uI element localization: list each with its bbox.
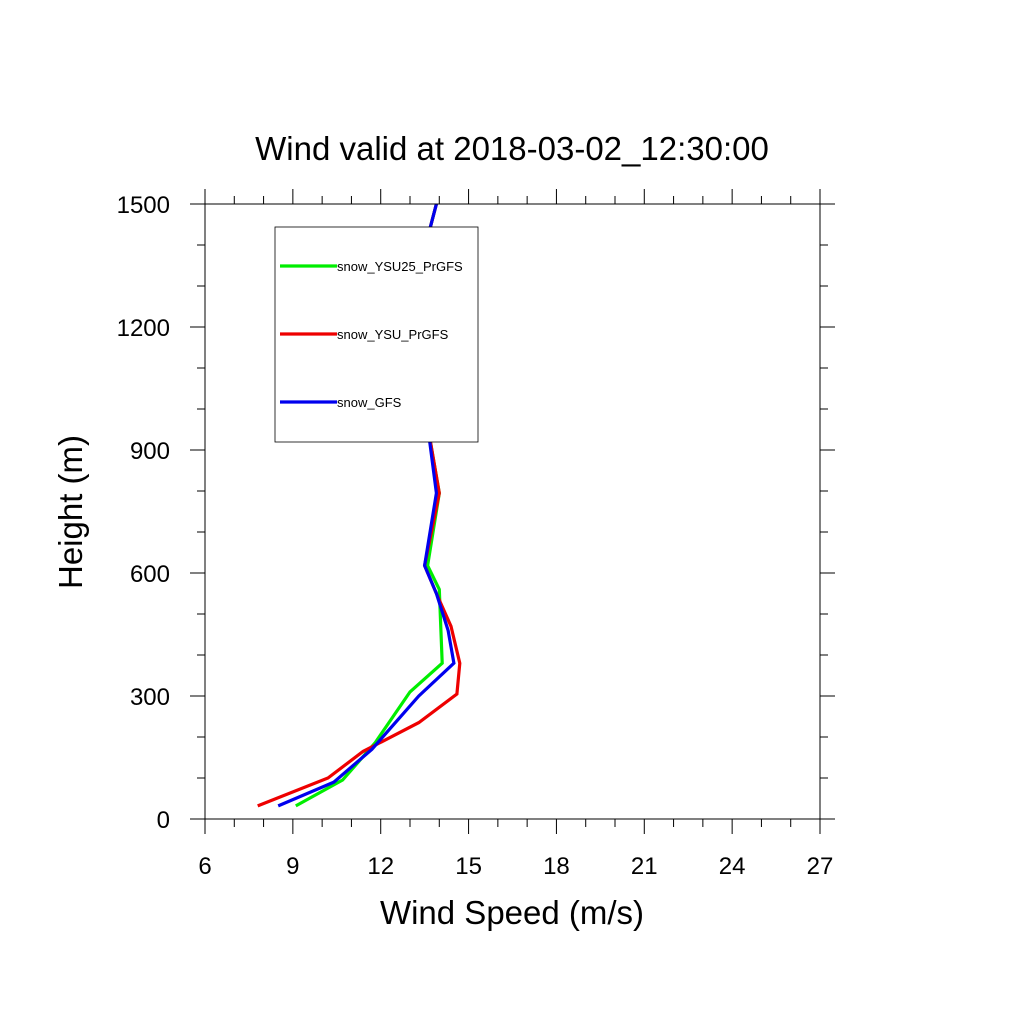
- x-tick-label: 15: [455, 853, 482, 880]
- legend-items: snow_YSU25_PrGFS snow_YSU_PrGFS snow_GFS: [280, 259, 463, 410]
- axis-tick-labels: 6 9 12 15 18 21 24 27 0 300 600 900 1200 1500: [117, 192, 834, 880]
- x-tick-label: 18: [543, 853, 570, 880]
- y-tick-label: 0: [157, 807, 170, 834]
- chart-title: Wind valid at 2018-03-02_12:30:00: [255, 130, 769, 167]
- legend: snow_YSU25_PrGFS snow_YSU_PrGFS snow_GFS: [274, 226, 479, 443]
- y-tick-label: 600: [130, 561, 170, 588]
- y-tick-label: 900: [130, 438, 170, 465]
- x-tick-label: 9: [286, 853, 299, 880]
- y-tick-label: 300: [130, 684, 170, 711]
- y-tick-label: 1200: [117, 315, 170, 342]
- plot-frame: [204, 203, 821, 820]
- legend-label: snow_GFS: [337, 395, 402, 410]
- x-tick-label: 12: [367, 853, 394, 880]
- axis-ticks: [190, 189, 835, 834]
- x-tick-label: 21: [631, 853, 658, 880]
- legend-label: snow_YSU_PrGFS: [337, 327, 449, 342]
- x-tick-label: 24: [719, 853, 746, 880]
- x-tick-label: 27: [807, 853, 834, 880]
- y-axis-label: Height (m): [52, 435, 89, 589]
- legend-label: snow_YSU25_PrGFS: [337, 259, 463, 274]
- x-tick-label: 6: [198, 853, 211, 880]
- y-tick-label: 1500: [117, 192, 170, 219]
- x-axis-label: Wind Speed (m/s): [380, 894, 644, 931]
